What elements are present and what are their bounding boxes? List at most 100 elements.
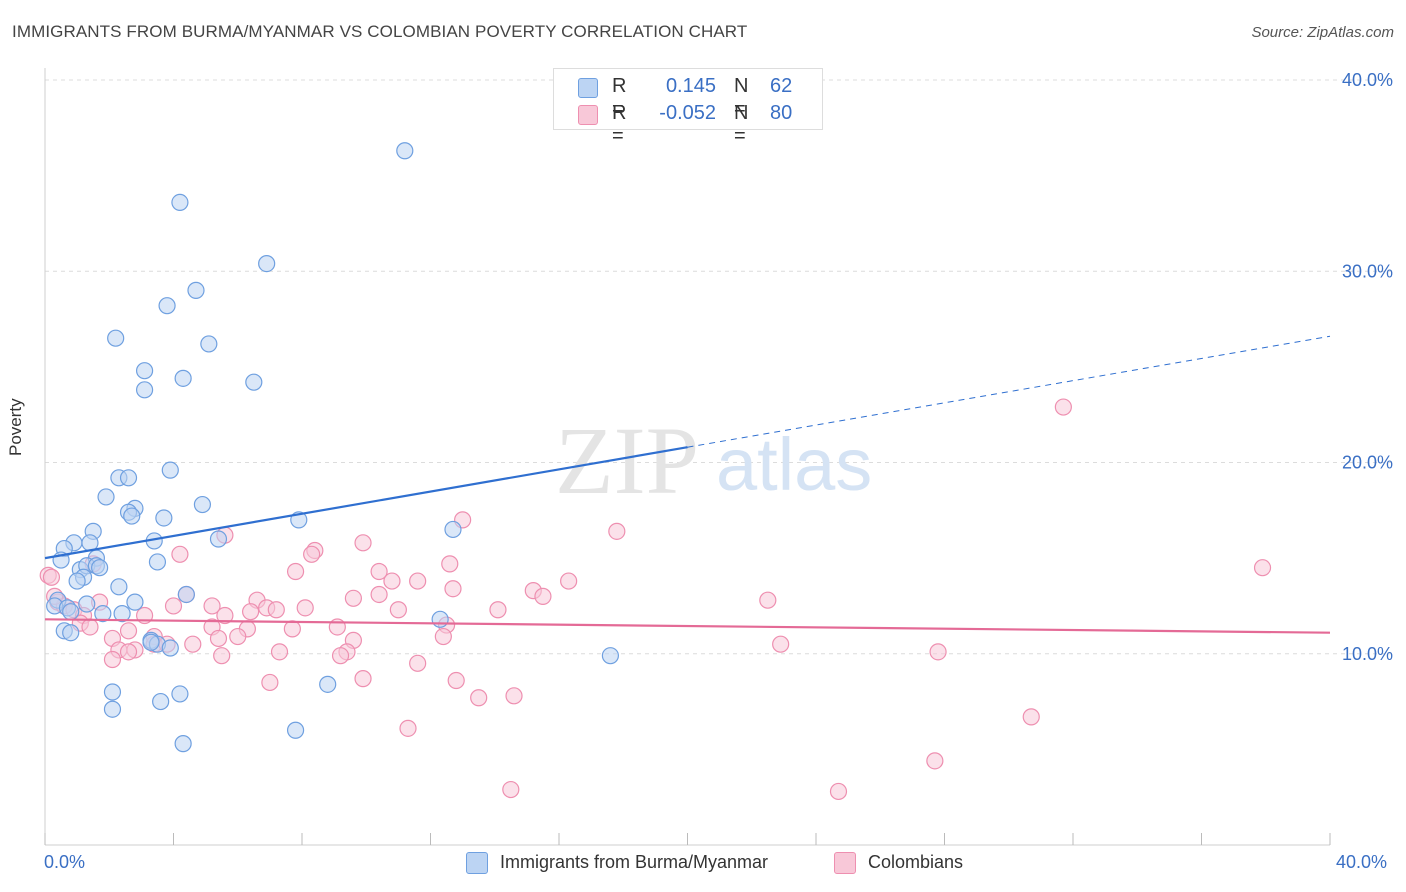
scatter-point [409, 572, 427, 590]
scatter-point [444, 580, 462, 598]
legend-n-label: N = [734, 102, 749, 147]
scatter-point [177, 585, 195, 604]
scatter-point [148, 553, 167, 571]
scatter-point [245, 373, 263, 391]
scatter-point [110, 578, 128, 596]
colombians-trend-line [44, 618, 1331, 634]
scatter-point [126, 593, 144, 611]
scatter-point [383, 572, 401, 590]
scatter-point [1253, 559, 1272, 577]
scatter-point [331, 647, 350, 665]
scatter-point [103, 700, 122, 718]
scatter-point [193, 495, 212, 514]
scatter-point [431, 610, 449, 628]
scatter-point [258, 255, 276, 273]
scatter-point [447, 671, 465, 690]
bottom-legend-swatch-pink [834, 852, 856, 874]
scatter-point [216, 606, 234, 625]
scatter-point [759, 591, 777, 609]
bottom-legend-swatch-blue [466, 852, 488, 874]
watermark: ZIP atlas [555, 407, 872, 514]
scatter-point [68, 572, 86, 590]
scatter-point [203, 597, 221, 615]
scatter-point [354, 534, 372, 552]
y-axis-label: Poverty [6, 398, 25, 456]
scatter-point [171, 545, 189, 563]
scatter-point [489, 601, 507, 619]
burma-trend-line [44, 446, 688, 560]
scatter-point [113, 604, 131, 623]
scatter-point [399, 719, 417, 737]
scatter-point [409, 654, 427, 672]
scatter-point [123, 507, 141, 525]
scatter-point [152, 692, 170, 711]
scatter-point [171, 193, 189, 211]
scatter-point [103, 650, 122, 669]
burma-points [46, 142, 620, 753]
trend-lines [44, 335, 1331, 634]
scatter-point [344, 589, 362, 607]
scatter-point [242, 603, 260, 621]
scatter-point [502, 780, 520, 799]
scatter-point [119, 622, 138, 640]
scatter-point [1022, 708, 1040, 726]
legend-r-value: -0.052 [659, 102, 716, 124]
legend-n-value: 62 [770, 75, 793, 97]
scatter-point [155, 509, 173, 527]
scatter-point [303, 545, 321, 563]
scatter-point [601, 647, 620, 665]
scatter-point [200, 335, 218, 353]
scatter-point [560, 572, 578, 590]
y-tick-label: 20.0% [1342, 453, 1393, 473]
x-tick-max: 40.0% [1336, 852, 1388, 872]
bottom-legend-label: Colombians [868, 852, 964, 872]
legend-n-value: 80 [770, 102, 793, 124]
scatter-point [119, 643, 138, 661]
legend-r-label: R = [612, 75, 627, 120]
scatter-point [1054, 398, 1072, 416]
scatter-point [267, 601, 285, 619]
scatter-point [389, 601, 407, 619]
scatter-point [926, 752, 944, 770]
scatter-point [107, 329, 125, 347]
y-tick-label: 10.0% [1342, 644, 1393, 664]
scatter-point [929, 643, 947, 661]
scatter-point [505, 687, 523, 705]
scatter-point [209, 530, 228, 548]
legend-n-label: N = [734, 75, 749, 120]
scatter-point [174, 735, 192, 753]
scatter-point [772, 635, 790, 653]
scatter-point [370, 585, 388, 604]
burma-trend-extension [687, 335, 1331, 448]
y-tick-label: 30.0% [1342, 261, 1393, 281]
scatter-point [261, 673, 279, 692]
scatter-point [229, 627, 247, 646]
scatter-point [81, 618, 99, 636]
scatter-point [286, 562, 305, 581]
scatter-point [142, 633, 160, 651]
chart-title: IMMIGRANTS FROM BURMA/MYANMAR VS COLOMBI… [12, 22, 748, 41]
scatter-point [135, 381, 154, 399]
axes [44, 68, 1331, 846]
scatter-point [283, 620, 301, 638]
scatter-point [171, 685, 189, 703]
scatter-point [187, 281, 205, 299]
scatter-point [161, 639, 179, 657]
scatter-point [209, 629, 228, 648]
scatter-point [94, 604, 112, 623]
scatter-point [441, 555, 459, 573]
x-tick-min: 0.0% [44, 852, 86, 872]
scatter-point [434, 627, 452, 646]
scatter-point [829, 782, 848, 801]
watermark-zip: ZIP [555, 407, 699, 514]
scatter-point [370, 562, 388, 581]
y-tick-labels: 10.0% 20.0% 30.0% 40.0% [1342, 70, 1393, 664]
scatter-point [396, 142, 414, 160]
bottom-legend-label: Immigrants from Burma/Myanmar [500, 852, 769, 872]
scatter-point [119, 469, 138, 487]
scatter-point [161, 461, 179, 479]
colombians-points [39, 398, 1272, 801]
scatter-point [135, 362, 154, 380]
legend-r-label: R = [612, 102, 627, 147]
